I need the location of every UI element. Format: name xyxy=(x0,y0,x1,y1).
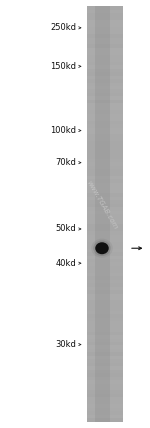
Bar xyxy=(87,6,123,422)
Text: 30kd: 30kd xyxy=(56,340,76,349)
Text: 40kd: 40kd xyxy=(56,259,76,268)
Text: 70kd: 70kd xyxy=(56,158,76,167)
Text: 50kd: 50kd xyxy=(56,224,76,234)
Ellipse shape xyxy=(93,241,111,256)
Text: 150kd: 150kd xyxy=(51,62,76,71)
Text: www.TGAB.com: www.TGAB.com xyxy=(85,180,118,231)
Text: 250kd: 250kd xyxy=(51,23,76,33)
Bar xyxy=(94,6,110,422)
Text: 100kd: 100kd xyxy=(51,126,76,135)
Ellipse shape xyxy=(91,239,113,258)
Ellipse shape xyxy=(95,242,109,254)
